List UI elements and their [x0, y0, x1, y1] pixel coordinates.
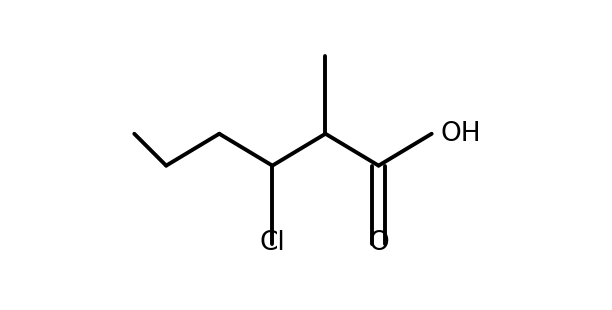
Text: O: O: [368, 230, 389, 256]
Text: Cl: Cl: [259, 230, 285, 256]
Text: OH: OH: [441, 121, 481, 147]
